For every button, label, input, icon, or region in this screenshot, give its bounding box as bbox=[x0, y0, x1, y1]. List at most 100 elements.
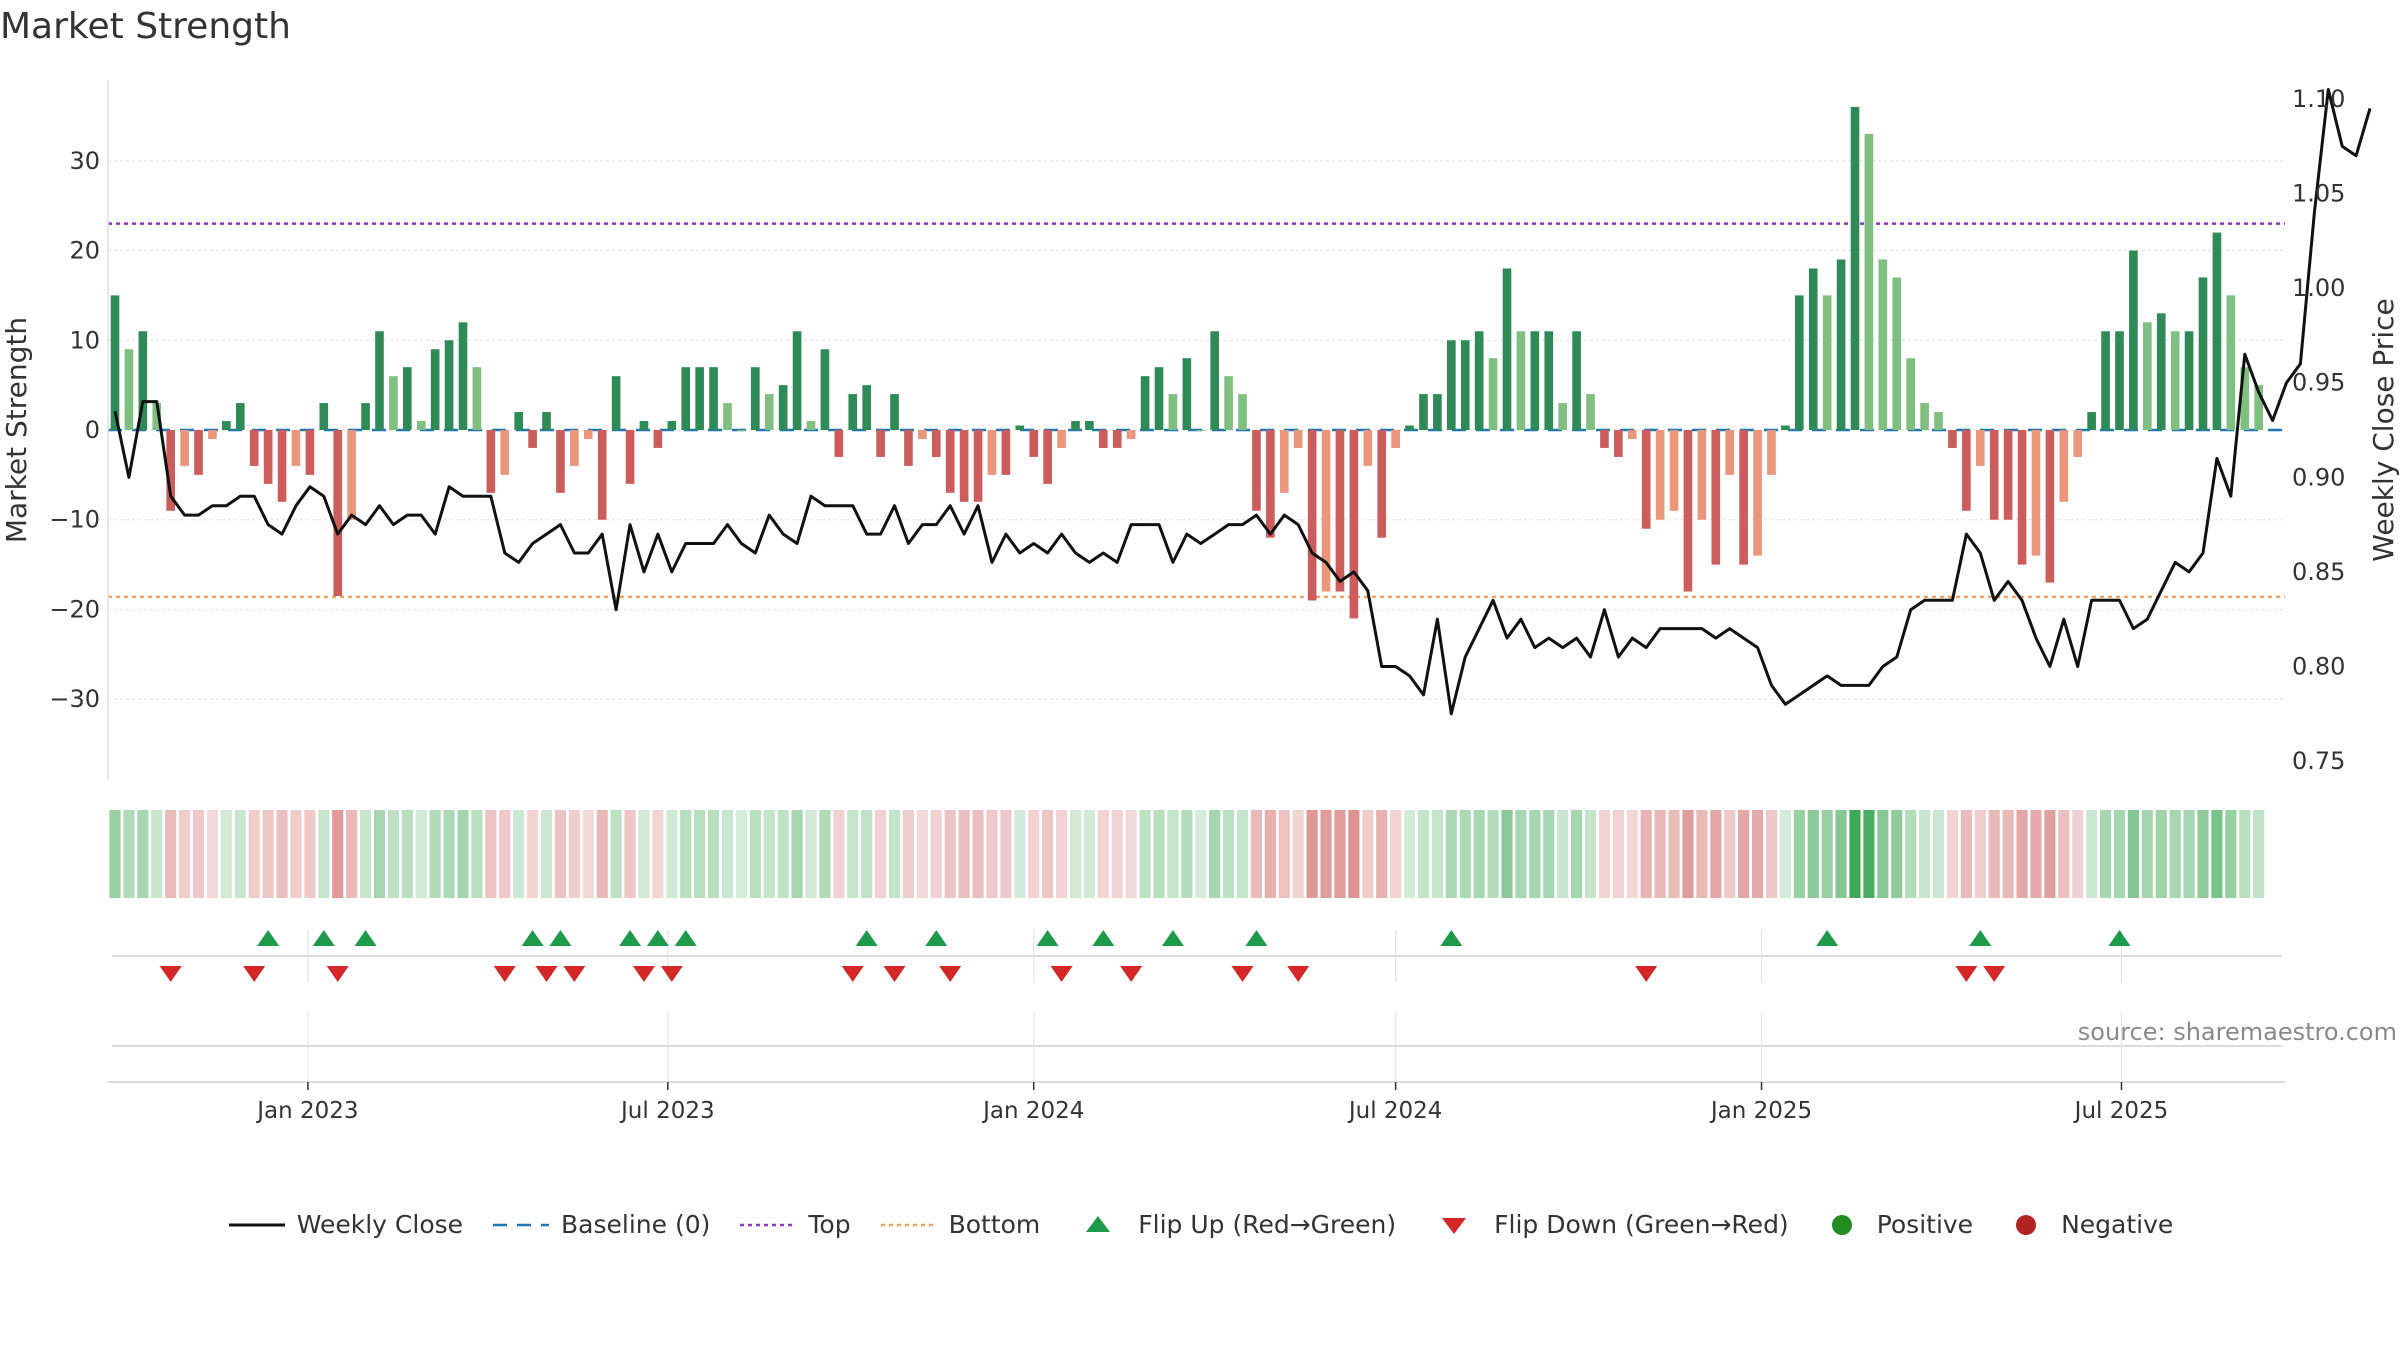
weekly-close-line bbox=[113, 88, 2372, 716]
strip-cell bbox=[2253, 810, 2265, 898]
y-left-tick-label: −30 bbox=[49, 685, 100, 713]
strength-bar bbox=[2073, 430, 2083, 457]
strip-cell bbox=[1891, 810, 1903, 898]
strip-cell bbox=[304, 810, 316, 898]
strip-cell bbox=[1612, 810, 1624, 898]
flip-up-marker bbox=[354, 930, 377, 946]
strip-cell bbox=[819, 810, 831, 898]
strength-bar bbox=[1210, 331, 1219, 430]
strip-cell bbox=[457, 810, 469, 898]
strength-bar bbox=[1586, 394, 1595, 430]
legend-label: Weekly Close bbox=[296, 1210, 464, 1239]
strip-cell bbox=[2141, 810, 2153, 898]
strip-cell bbox=[1195, 810, 1207, 898]
strip-cell bbox=[151, 810, 163, 898]
legend-dot-red-icon bbox=[2016, 1214, 2037, 1235]
strength-bar bbox=[2129, 250, 2138, 430]
strength-bar bbox=[1753, 430, 1762, 556]
strip-cell bbox=[1682, 810, 1694, 898]
strength-bar bbox=[1447, 340, 1456, 430]
strip-cell bbox=[137, 810, 149, 898]
strip-cell bbox=[1557, 810, 1569, 898]
strength-bar bbox=[1850, 106, 1860, 430]
chart-title: Market Strength bbox=[0, 6, 291, 47]
strip-cell bbox=[443, 810, 455, 898]
strength-bar bbox=[931, 430, 941, 457]
y-left-tick-label: 0 bbox=[85, 416, 100, 444]
strength-bar bbox=[1989, 430, 1999, 520]
legend-bottom: Bottom bbox=[879, 1210, 1040, 1239]
legend-line-dotted-orange-icon bbox=[880, 1223, 937, 1226]
y-right-tick-label: 1.05 bbox=[2292, 180, 2345, 208]
strength-heat-strip bbox=[109, 810, 2265, 898]
strength-bar bbox=[653, 430, 663, 448]
strip-cell bbox=[2044, 810, 2056, 898]
strip-cell bbox=[1932, 810, 1945, 898]
legend-triangle-up-icon bbox=[1086, 1215, 1111, 1232]
strip-cell bbox=[1919, 810, 1931, 898]
strip-cell bbox=[2030, 810, 2042, 898]
strip-cell bbox=[2169, 810, 2181, 898]
strength-bar bbox=[1808, 268, 1818, 430]
y-right-tick-label: 0.80 bbox=[2292, 652, 2345, 680]
strength-bar bbox=[1962, 430, 1971, 511]
flip-up-marker bbox=[1440, 930, 1463, 946]
strip-cell bbox=[1640, 810, 1652, 898]
legend-dot-green-icon bbox=[1831, 1214, 1852, 1235]
strength-bar bbox=[305, 430, 315, 475]
strip-cell bbox=[652, 810, 664, 898]
strip-cell bbox=[1863, 810, 1875, 898]
strip-cell bbox=[1250, 810, 1263, 898]
strength-bar bbox=[472, 367, 482, 430]
strength-bar bbox=[1502, 268, 1512, 430]
strength-bar bbox=[403, 367, 412, 430]
strip-cell bbox=[902, 810, 915, 898]
strength-bar bbox=[166, 430, 175, 511]
y-right-axis-label: Weekly Close Price bbox=[2367, 298, 2400, 561]
legend-negative: Negative bbox=[2001, 1210, 2173, 1239]
strip-cell bbox=[1654, 810, 1666, 898]
strip-cell bbox=[1348, 810, 1360, 898]
strength-bar bbox=[1516, 331, 1526, 430]
strength-bar bbox=[583, 430, 593, 439]
flip-down-marker bbox=[1983, 966, 2006, 982]
y-left-tick-label: 20 bbox=[69, 237, 100, 265]
strip-cell bbox=[1877, 810, 1889, 898]
x-tick-label: Jul 2025 bbox=[2073, 1098, 2169, 1124]
strip-cell bbox=[2127, 810, 2139, 898]
strength-bar bbox=[2156, 313, 2166, 430]
strength-bar bbox=[1488, 358, 1498, 430]
strength-bar bbox=[138, 331, 148, 430]
flip-down-marker bbox=[326, 966, 349, 982]
strength-bars bbox=[110, 106, 2263, 619]
strength-bar bbox=[1948, 430, 1957, 448]
strip-cell bbox=[1710, 810, 1722, 898]
y-left-axis-label: Market Strength bbox=[0, 317, 33, 543]
strength-bar bbox=[570, 430, 579, 466]
strip-cell bbox=[1083, 810, 1095, 898]
strength-bar bbox=[2240, 367, 2250, 430]
flip-up-marker bbox=[1245, 930, 1268, 946]
strip-cell bbox=[749, 810, 761, 898]
strip-cell bbox=[1390, 810, 1402, 898]
strip-cell bbox=[1974, 810, 1986, 898]
strength-bar bbox=[110, 295, 120, 430]
legend-top: Top bbox=[738, 1210, 851, 1239]
flip-up-marker bbox=[674, 930, 697, 946]
strip-cell bbox=[875, 810, 887, 898]
strip-cell bbox=[1779, 810, 1791, 898]
strength-bar bbox=[361, 403, 370, 430]
strip-cell bbox=[1905, 810, 1917, 898]
strength-bar bbox=[1266, 430, 1275, 538]
strength-bar bbox=[1377, 430, 1387, 538]
strength-bar bbox=[1975, 430, 1985, 466]
strength-bar bbox=[1627, 430, 1637, 439]
strength-bar bbox=[597, 430, 607, 520]
strip-cell bbox=[2099, 810, 2112, 898]
strength-bar bbox=[1767, 430, 1776, 475]
strength-bar bbox=[416, 421, 426, 430]
strength-bar bbox=[945, 430, 955, 493]
strip-cell bbox=[2225, 810, 2237, 898]
strength-bar bbox=[124, 349, 134, 430]
strength-bar bbox=[1405, 425, 1414, 430]
